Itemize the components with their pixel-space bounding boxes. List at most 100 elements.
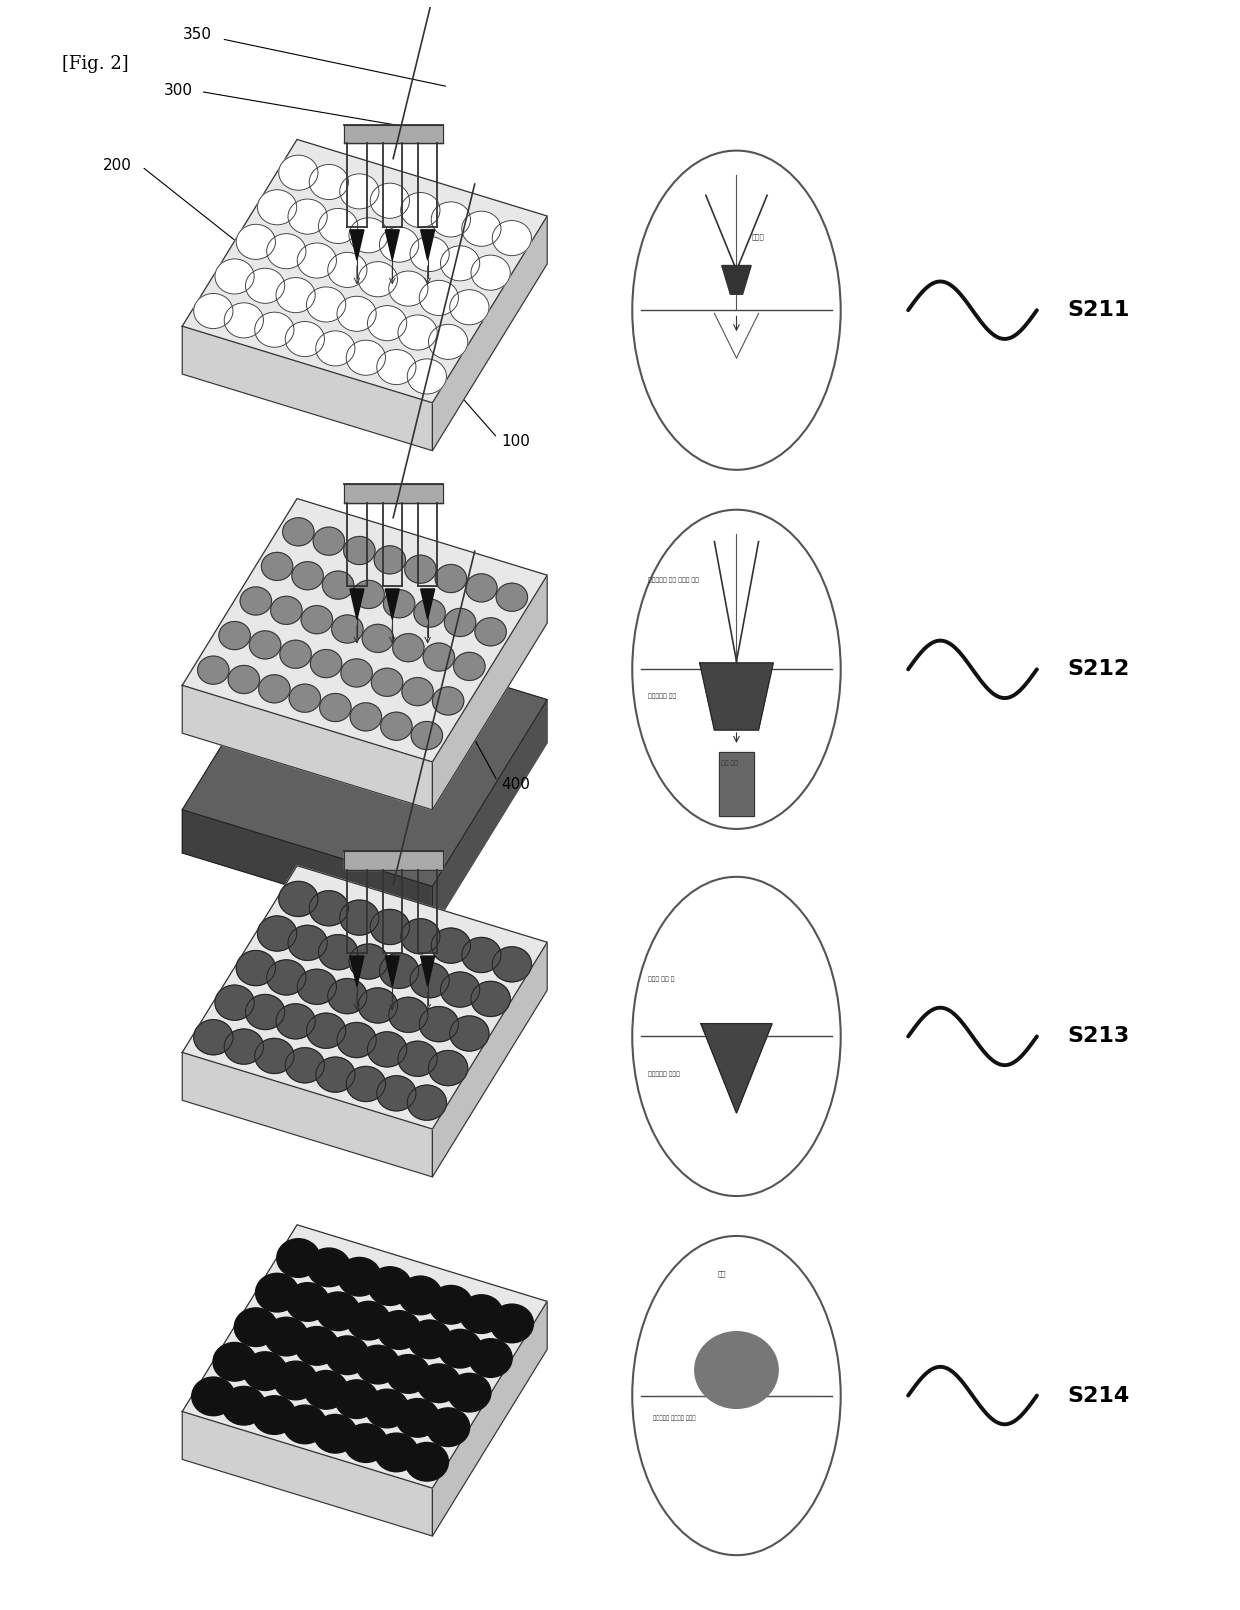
Polygon shape (182, 810, 433, 929)
Ellipse shape (236, 950, 275, 985)
Ellipse shape (367, 306, 407, 341)
Ellipse shape (490, 1304, 533, 1343)
Ellipse shape (348, 217, 388, 253)
Ellipse shape (471, 254, 510, 290)
Ellipse shape (492, 947, 532, 982)
Polygon shape (386, 230, 399, 261)
Ellipse shape (283, 1406, 326, 1444)
Ellipse shape (340, 900, 379, 935)
Ellipse shape (393, 634, 424, 662)
Ellipse shape (219, 621, 250, 649)
Ellipse shape (379, 227, 419, 262)
Ellipse shape (298, 969, 336, 1005)
Ellipse shape (429, 1050, 467, 1085)
Ellipse shape (356, 1346, 399, 1385)
Ellipse shape (371, 910, 409, 945)
Ellipse shape (366, 1389, 409, 1428)
Ellipse shape (316, 1291, 360, 1330)
Ellipse shape (399, 1277, 441, 1315)
Polygon shape (343, 485, 443, 502)
Ellipse shape (358, 262, 398, 296)
Ellipse shape (402, 678, 433, 705)
Ellipse shape (326, 1336, 370, 1375)
Ellipse shape (316, 330, 355, 365)
Ellipse shape (308, 1248, 351, 1286)
Ellipse shape (404, 555, 436, 583)
Ellipse shape (291, 562, 324, 589)
Ellipse shape (305, 1370, 347, 1409)
Ellipse shape (241, 588, 272, 615)
Polygon shape (182, 140, 547, 402)
Ellipse shape (398, 316, 438, 349)
Polygon shape (433, 1301, 547, 1536)
Ellipse shape (267, 233, 306, 269)
Ellipse shape (444, 609, 476, 636)
Ellipse shape (396, 1399, 439, 1438)
Polygon shape (719, 752, 754, 816)
Text: S214: S214 (1068, 1386, 1130, 1406)
Text: 바이오소재 적용됨: 바이오소재 적용됨 (647, 1072, 680, 1077)
Ellipse shape (327, 979, 367, 1014)
Ellipse shape (215, 985, 254, 1021)
Ellipse shape (193, 293, 233, 328)
Ellipse shape (288, 926, 327, 961)
Ellipse shape (632, 151, 841, 470)
Ellipse shape (337, 1257, 381, 1296)
Text: 경화 주사: 경화 주사 (720, 760, 738, 766)
Ellipse shape (249, 631, 280, 658)
Text: 100: 100 (501, 433, 531, 449)
Ellipse shape (340, 174, 379, 209)
Polygon shape (420, 956, 435, 987)
Text: 300: 300 (164, 82, 193, 98)
Polygon shape (386, 956, 399, 987)
Ellipse shape (341, 658, 372, 687)
Ellipse shape (407, 359, 446, 394)
Ellipse shape (440, 972, 480, 1008)
Ellipse shape (254, 312, 294, 348)
Ellipse shape (362, 625, 393, 652)
Ellipse shape (319, 208, 357, 243)
Polygon shape (701, 1024, 773, 1113)
Ellipse shape (301, 605, 332, 634)
Polygon shape (182, 327, 433, 451)
Polygon shape (350, 956, 363, 987)
Ellipse shape (408, 1320, 451, 1359)
Ellipse shape (267, 960, 306, 995)
Polygon shape (420, 589, 435, 620)
Ellipse shape (423, 642, 455, 671)
Text: S213: S213 (1068, 1027, 1130, 1046)
Ellipse shape (410, 963, 449, 998)
Ellipse shape (320, 694, 351, 721)
Ellipse shape (298, 243, 336, 279)
Ellipse shape (234, 1307, 278, 1346)
Ellipse shape (335, 1380, 378, 1418)
Ellipse shape (279, 881, 317, 916)
Text: 완료: 완료 (718, 1270, 727, 1277)
Ellipse shape (427, 1407, 470, 1446)
Ellipse shape (277, 1238, 320, 1277)
Ellipse shape (337, 296, 376, 332)
Ellipse shape (258, 190, 296, 225)
Ellipse shape (471, 982, 510, 1016)
Ellipse shape (440, 246, 480, 280)
Ellipse shape (410, 237, 449, 272)
Text: 200: 200 (103, 158, 131, 172)
Ellipse shape (215, 259, 254, 295)
Ellipse shape (265, 1317, 308, 1356)
Ellipse shape (414, 599, 445, 628)
Ellipse shape (346, 340, 386, 375)
Ellipse shape (454, 652, 485, 681)
Ellipse shape (246, 269, 285, 303)
Polygon shape (350, 230, 363, 261)
Text: 바이오소재 적용: 바이오소재 적용 (647, 694, 676, 699)
Polygon shape (182, 623, 547, 887)
Ellipse shape (258, 916, 296, 952)
Ellipse shape (345, 1423, 387, 1462)
Ellipse shape (419, 280, 459, 316)
Ellipse shape (224, 1029, 263, 1064)
Text: 바이오소재 마이크로 적용됨: 바이오소재 마이크로 적용됨 (653, 1415, 696, 1420)
Ellipse shape (246, 995, 285, 1029)
Ellipse shape (306, 1013, 346, 1048)
Ellipse shape (407, 1085, 446, 1121)
Ellipse shape (353, 580, 384, 609)
